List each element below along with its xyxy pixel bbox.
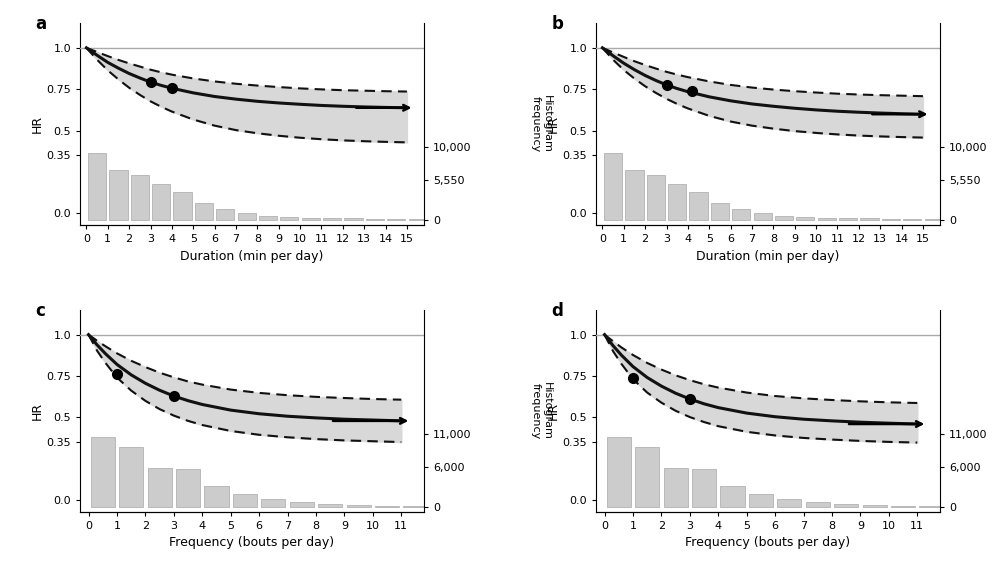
Bar bbox=[882, 218, 900, 220]
Bar bbox=[777, 499, 801, 507]
Text: d: d bbox=[551, 302, 563, 320]
Y-axis label: Histogram
frequency: Histogram frequency bbox=[530, 95, 552, 153]
Bar bbox=[403, 506, 428, 507]
Bar bbox=[796, 217, 814, 220]
Bar bbox=[720, 486, 745, 507]
Bar bbox=[238, 213, 256, 220]
Bar bbox=[302, 217, 320, 220]
Bar bbox=[88, 153, 106, 220]
Bar bbox=[233, 493, 257, 507]
Bar bbox=[775, 216, 793, 220]
Bar bbox=[261, 499, 285, 507]
Bar bbox=[711, 202, 729, 220]
Bar bbox=[409, 219, 427, 220]
Bar bbox=[91, 437, 115, 507]
Bar bbox=[689, 191, 708, 220]
Bar bbox=[604, 153, 622, 220]
Y-axis label: Histogram
frequency: Histogram frequency bbox=[530, 382, 552, 440]
Bar bbox=[625, 170, 644, 220]
Bar bbox=[387, 219, 405, 220]
Bar bbox=[754, 213, 772, 220]
Bar bbox=[109, 170, 128, 220]
Bar bbox=[860, 218, 879, 220]
Bar bbox=[834, 504, 858, 507]
Bar bbox=[366, 218, 384, 220]
Bar bbox=[176, 469, 200, 507]
Y-axis label: HR: HR bbox=[546, 115, 559, 133]
Bar bbox=[195, 202, 213, 220]
Bar bbox=[318, 504, 342, 507]
X-axis label: Duration (min per day): Duration (min per day) bbox=[180, 250, 324, 263]
X-axis label: Frequency (bouts per day): Frequency (bouts per day) bbox=[685, 536, 851, 549]
Bar bbox=[290, 502, 314, 507]
X-axis label: Duration (min per day): Duration (min per day) bbox=[696, 250, 840, 263]
Bar bbox=[891, 505, 915, 507]
Bar bbox=[280, 217, 298, 220]
Bar bbox=[732, 209, 750, 220]
Bar bbox=[344, 218, 363, 220]
Y-axis label: HR: HR bbox=[30, 402, 43, 420]
Y-axis label: HR: HR bbox=[30, 115, 43, 133]
Bar bbox=[839, 218, 857, 220]
Bar bbox=[806, 502, 830, 507]
Bar bbox=[749, 493, 773, 507]
Text: a: a bbox=[35, 15, 46, 33]
Bar bbox=[668, 185, 686, 220]
Y-axis label: HR: HR bbox=[546, 402, 559, 420]
Bar bbox=[919, 506, 944, 507]
Bar bbox=[664, 469, 688, 507]
Bar bbox=[863, 505, 887, 507]
Text: c: c bbox=[35, 302, 45, 320]
Bar bbox=[347, 505, 371, 507]
Bar bbox=[692, 469, 716, 507]
Bar bbox=[925, 219, 943, 220]
Bar bbox=[259, 216, 277, 220]
Bar bbox=[148, 469, 172, 507]
Bar bbox=[173, 191, 192, 220]
Bar bbox=[152, 185, 170, 220]
Bar bbox=[647, 175, 665, 220]
Bar bbox=[818, 217, 836, 220]
Bar bbox=[204, 486, 229, 507]
Text: b: b bbox=[551, 15, 563, 33]
Bar bbox=[119, 447, 143, 507]
Bar bbox=[635, 447, 659, 507]
Bar bbox=[375, 505, 399, 507]
Bar bbox=[216, 209, 234, 220]
Bar bbox=[607, 437, 631, 507]
Bar bbox=[903, 219, 921, 220]
X-axis label: Frequency (bouts per day): Frequency (bouts per day) bbox=[169, 536, 335, 549]
Bar bbox=[323, 218, 341, 220]
Bar bbox=[131, 175, 149, 220]
